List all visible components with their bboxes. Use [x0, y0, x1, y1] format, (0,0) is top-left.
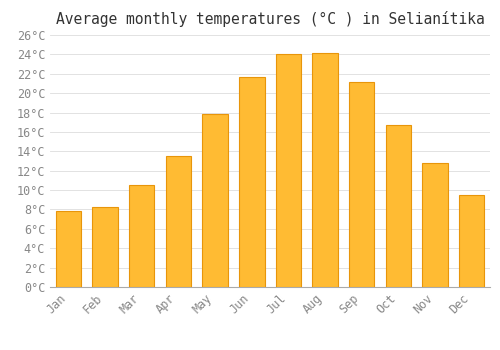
Bar: [312, 54, 338, 287]
Bar: [349, 82, 374, 287]
Bar: [92, 206, 118, 287]
Bar: [459, 195, 484, 287]
Bar: [276, 54, 301, 287]
Title: Average monthly temperatures (°C ) in Selianítika: Average monthly temperatures (°C ) in Se…: [56, 11, 484, 27]
Bar: [56, 211, 81, 287]
Bar: [202, 113, 228, 287]
Bar: [386, 125, 411, 287]
Bar: [239, 77, 264, 287]
Bar: [166, 156, 191, 287]
Bar: [422, 163, 448, 287]
Bar: [129, 185, 154, 287]
